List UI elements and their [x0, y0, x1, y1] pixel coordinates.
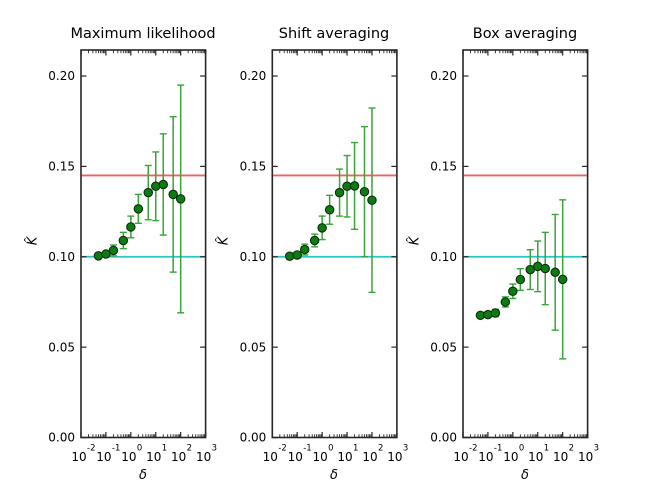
- data-point: [508, 286, 518, 297]
- x-tick-label: 10: [96, 450, 111, 464]
- data-point: [299, 244, 310, 255]
- x-tick-exponent: 1: [544, 444, 549, 454]
- data-point: [500, 297, 511, 307]
- x-tick-label: 10: [387, 450, 402, 464]
- x-tick-label: 10: [362, 450, 377, 464]
- x-tick-label: 10: [171, 450, 186, 464]
- x-tick-label: 10: [337, 450, 352, 464]
- x-tick-label: 10: [71, 450, 86, 464]
- x-axis-label-panel-2: δ: [330, 468, 338, 483]
- data-point: [133, 204, 144, 214]
- data-point: [550, 267, 560, 278]
- x-axis-label-panel-3: δ: [521, 468, 529, 483]
- data-point: [126, 222, 136, 232]
- x-tick-label: 10: [578, 450, 593, 464]
- y-tick-label: 0.15: [430, 160, 457, 174]
- y-tick-label: 0.20: [430, 69, 457, 83]
- data-point: [158, 179, 169, 190]
- x-tick-exponent: 2: [187, 444, 192, 454]
- x-tick-exponent: 3: [212, 444, 217, 454]
- data-point: [309, 235, 320, 246]
- x-tick-label: 10: [312, 450, 327, 464]
- data-point: [175, 194, 186, 204]
- panel-title-shift-averaging: Shift averaging: [278, 26, 390, 42]
- data-point: [317, 223, 327, 233]
- x-tick-exponent: -2: [278, 444, 286, 454]
- x-tick-exponent: -1: [112, 444, 120, 454]
- y-tick-label: 0.15: [48, 160, 75, 174]
- data-point: [108, 245, 119, 256]
- y-tick-label: 0.10: [48, 250, 75, 264]
- y-tick-label: 0.20: [240, 69, 267, 83]
- x-tick-exponent: 3: [403, 444, 408, 454]
- x-tick-exponent: 2: [378, 444, 383, 454]
- x-tick-label: 10: [288, 450, 303, 464]
- data-point: [367, 195, 377, 205]
- panel-title-maximum-likelihood: Maximum likelihood: [70, 26, 216, 42]
- data-point: [349, 181, 360, 191]
- x-tick-exponent: 1: [162, 444, 167, 454]
- data-point: [557, 274, 568, 285]
- y-tick-label: 0.00: [48, 431, 75, 445]
- data-point: [292, 250, 302, 260]
- data-point: [143, 187, 154, 198]
- y-axis-label-panel-3: K̂: [407, 236, 423, 246]
- x-tick-exponent: 0: [328, 444, 333, 454]
- x-tick-exponent: 3: [594, 444, 599, 454]
- x-tick-label: 10: [121, 450, 136, 464]
- y-tick-label: 0.20: [48, 69, 75, 83]
- y-tick-label: 0.00: [240, 431, 267, 445]
- x-tick-label: 10: [146, 450, 161, 464]
- data-point: [118, 235, 129, 246]
- x-tick-exponent: -1: [303, 444, 311, 454]
- x-tick-label: 10: [453, 450, 468, 464]
- data-point: [101, 249, 111, 259]
- y-tick-label: 0.10: [240, 250, 267, 264]
- x-tick-label: 10: [263, 450, 278, 464]
- x-tick-exponent: 0: [137, 444, 142, 454]
- y-tick-label: 0.00: [430, 431, 457, 445]
- data-point: [168, 189, 178, 200]
- x-tick-exponent: 1: [353, 444, 358, 454]
- data-point: [490, 308, 501, 318]
- x-tick-exponent: 2: [569, 444, 574, 454]
- y-tick-label: 0.05: [430, 340, 457, 354]
- data-point: [334, 187, 345, 198]
- y-axis-label-panel-1: K̂: [25, 236, 41, 246]
- x-tick-exponent: 0: [519, 444, 524, 454]
- x-tick-label: 10: [196, 450, 211, 464]
- y-tick-label: 0.15: [240, 160, 267, 174]
- data-point: [540, 263, 551, 274]
- x-tick-exponent: -2: [469, 444, 477, 454]
- axes-frame: [271, 49, 398, 439]
- y-axis-label-panel-2: K̂: [216, 236, 232, 246]
- data-point: [515, 274, 526, 285]
- x-tick-exponent: -2: [87, 444, 95, 454]
- y-tick-label: 0.05: [240, 340, 267, 354]
- axes-frame: [462, 49, 589, 439]
- data-point: [324, 205, 335, 215]
- axes-frame: [80, 49, 207, 439]
- y-tick-label: 0.05: [48, 340, 75, 354]
- x-tick-label: 10: [503, 450, 518, 464]
- x-tick-label: 10: [478, 450, 493, 464]
- data-point: [359, 186, 370, 197]
- x-tick-exponent: -1: [494, 444, 502, 454]
- x-tick-label: 10: [553, 450, 568, 464]
- y-tick-label: 0.10: [430, 250, 457, 264]
- panel-title-box-averaging: Box averaging: [472, 26, 578, 42]
- x-axis-label-panel-1: δ: [139, 468, 147, 483]
- x-tick-label: 10: [528, 450, 543, 464]
